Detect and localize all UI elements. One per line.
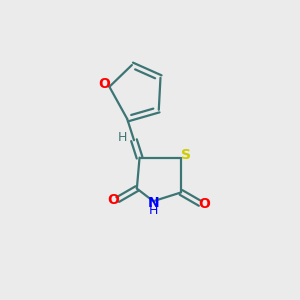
Text: H: H	[148, 204, 158, 217]
Text: H: H	[118, 131, 128, 144]
Text: O: O	[198, 197, 210, 212]
Text: O: O	[98, 77, 110, 92]
Text: S: S	[181, 148, 191, 162]
Text: O: O	[108, 194, 119, 208]
Text: N: N	[148, 196, 159, 210]
